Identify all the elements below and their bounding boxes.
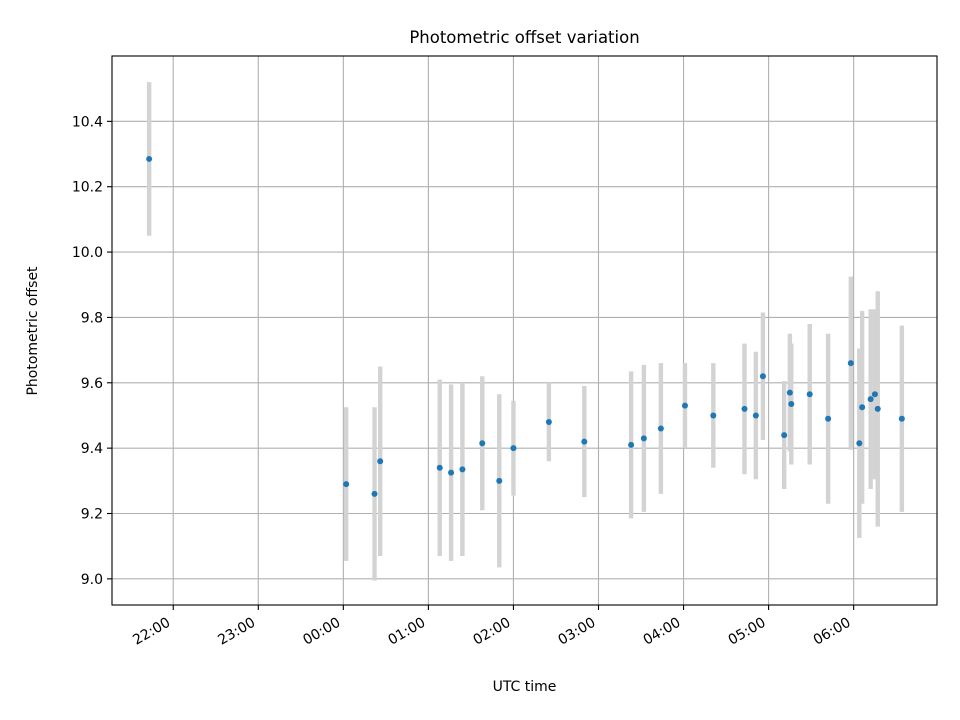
data-point xyxy=(436,464,443,471)
data-point xyxy=(545,419,552,425)
x-tick-label: 05:00 xyxy=(726,615,769,649)
y-tick-label: 9.8 xyxy=(81,310,103,326)
data-point xyxy=(806,391,813,398)
data-point xyxy=(752,412,759,419)
x-tick-label: 00:00 xyxy=(300,615,343,649)
chart-title: Photometric offset variation xyxy=(409,28,639,47)
data-point xyxy=(581,438,588,445)
data-point xyxy=(496,477,503,484)
y-axis-label: Photometric offset xyxy=(25,266,41,396)
x-tick-label: 01:00 xyxy=(385,615,428,649)
data-point xyxy=(377,458,384,465)
data-point xyxy=(859,404,866,411)
data-points xyxy=(146,155,905,497)
x-tick-label: 02:00 xyxy=(470,615,513,649)
x-axis: 22:00 23:00 00:00 01:00 02:00 03:00 04:00 05:00… xyxy=(130,605,855,649)
data-point xyxy=(640,435,647,442)
data-point xyxy=(741,405,748,412)
data-point xyxy=(459,466,466,473)
data-point xyxy=(898,415,905,422)
grid xyxy=(112,56,937,605)
x-tick-label: 04:00 xyxy=(641,615,684,649)
x-tick-label: 03:00 xyxy=(556,615,599,649)
y-tick-label: 9.2 xyxy=(81,507,103,523)
data-point xyxy=(856,440,863,447)
data-point xyxy=(146,155,153,162)
x-tick-label: 23:00 xyxy=(215,615,258,649)
data-point xyxy=(479,440,486,447)
data-point xyxy=(825,415,832,422)
data-point xyxy=(867,396,874,403)
data-point xyxy=(847,360,854,367)
data-point xyxy=(786,389,793,396)
data-point xyxy=(788,401,795,408)
data-point xyxy=(343,481,350,488)
y-tick-label: 10.0 xyxy=(72,245,103,261)
y-tick-label: 9.0 xyxy=(81,572,103,588)
data-point xyxy=(657,425,664,432)
x-axis-label: UTC time xyxy=(493,679,557,695)
data-point xyxy=(510,445,517,452)
data-point xyxy=(781,432,788,439)
x-tick-label: 22:00 xyxy=(130,615,173,649)
data-point xyxy=(448,469,455,476)
x-tick-label: 06:00 xyxy=(811,615,854,649)
data-point xyxy=(681,402,688,409)
y-tick-label: 10.2 xyxy=(72,180,103,196)
data-point xyxy=(628,441,635,448)
y-tick-label: 10.4 xyxy=(72,114,103,130)
y-axis: 9.0 9.2 9.4 9.6 9.8 10.0 10.2 10.4 xyxy=(72,114,112,588)
data-point xyxy=(874,405,881,412)
y-tick-label: 9.4 xyxy=(81,441,103,457)
data-point xyxy=(871,391,878,398)
data-point xyxy=(759,373,766,380)
y-tick-label: 9.6 xyxy=(81,376,103,392)
data-point xyxy=(371,490,378,497)
plot-frame xyxy=(111,55,938,606)
data-point xyxy=(710,412,717,419)
error-bars xyxy=(146,82,905,581)
